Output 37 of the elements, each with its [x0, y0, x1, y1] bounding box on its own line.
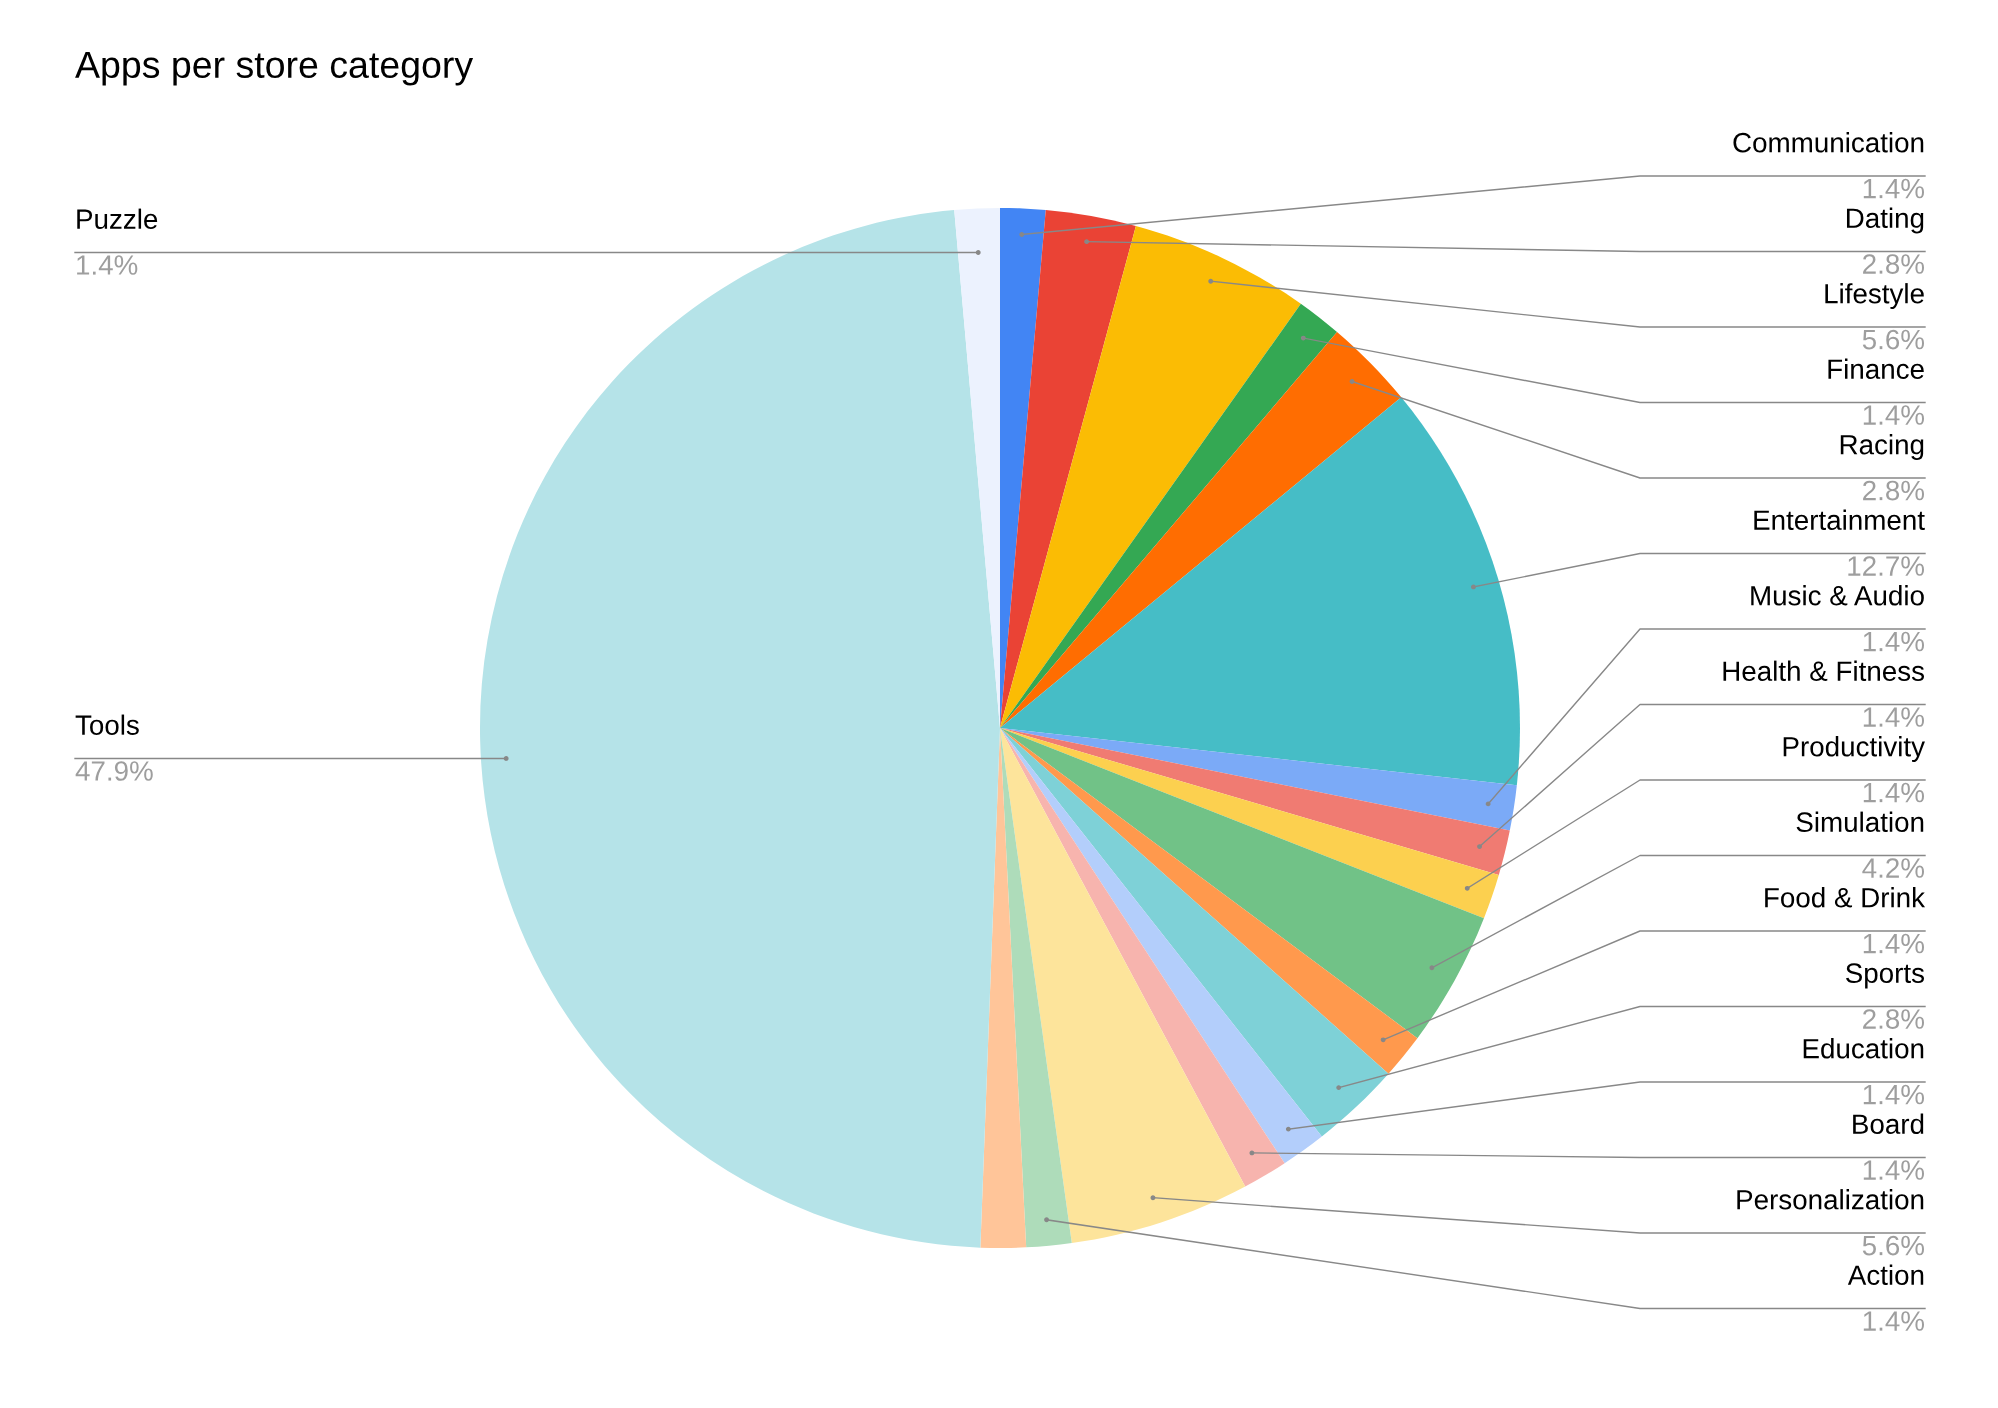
slice-label: Board	[1853, 1113, 1924, 1135]
data-label: 1.4%	[1863, 405, 1925, 425]
slice-label: Lifestyle	[1825, 283, 1924, 309]
data-label: 1.4%	[1863, 1160, 1925, 1180]
slice-label: Productivity	[1783, 736, 1925, 762]
data-label: 4.2%	[1862, 858, 1925, 878]
data-label: 1.4%	[77, 255, 138, 275]
data-label: 5.6%	[1862, 329, 1925, 350]
data-label: 47.9%	[75, 761, 153, 781]
slice-label: Personalization	[1737, 1189, 1924, 1210]
data-label: 2.8%	[1863, 480, 1925, 501]
slice-label: Communication	[1733, 132, 1924, 153]
data-label: 12.7%	[1848, 556, 1925, 576]
slice-label: Finance	[1828, 358, 1924, 380]
data-label: 1.4%	[1863, 707, 1925, 727]
data-label: 1.4%	[1863, 1084, 1925, 1105]
data-label: 2.8%	[1863, 1009, 1925, 1029]
slice-label: Racing	[1840, 434, 1924, 460]
data-label: 1.4%	[1863, 782, 1925, 803]
data-label: 1.4%	[1863, 631, 1925, 652]
slice-label: Puzzle	[77, 208, 158, 229]
slice-label: Simulation	[1796, 811, 1924, 833]
slice-label: Dating	[1846, 207, 1924, 234]
data-label: 5.6%	[1862, 1235, 1925, 1256]
slice-label: Education	[1803, 1038, 1924, 1059]
slice-label: Food & Drink	[1765, 887, 1926, 908]
slice-label: Health & Fitness	[1723, 660, 1925, 682]
slice-label: Action	[1847, 1264, 1924, 1286]
slice-label: Entertainment	[1754, 509, 1925, 531]
data-label: 1.4%	[1863, 1311, 1925, 1331]
chart-title: Apps per store category	[75, 51, 474, 86]
data-label: 2.8%	[1863, 254, 1925, 274]
slice-label: Sports	[1845, 963, 1924, 989]
data-label: 1.4%	[1863, 933, 1925, 954]
slice-label: Music & Audio	[1751, 585, 1924, 606]
data-label: 1.4%	[1863, 178, 1925, 199]
slice-label: Tools	[75, 714, 139, 735]
